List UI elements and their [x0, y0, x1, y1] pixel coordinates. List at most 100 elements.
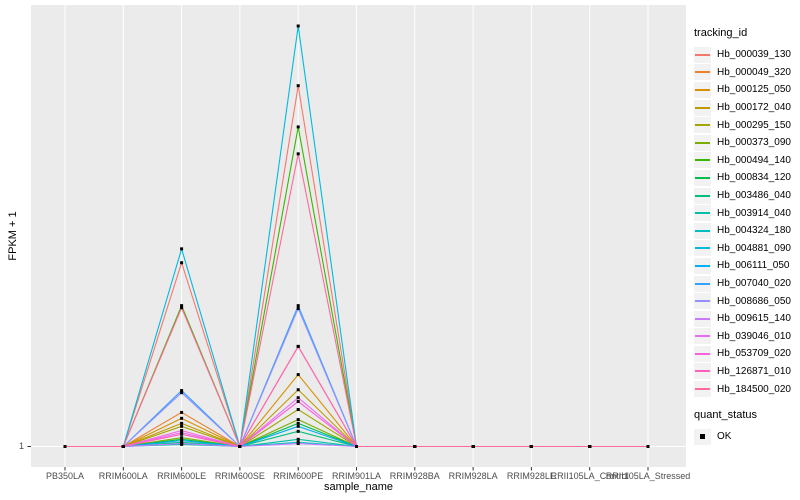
legend-key-box	[694, 205, 711, 222]
data-point	[180, 432, 184, 436]
data-point	[180, 442, 184, 446]
legend-key-box	[694, 152, 711, 169]
legend-key-box	[694, 64, 711, 81]
data-point	[180, 436, 184, 440]
data-point	[296, 388, 300, 392]
legend-line-swatch	[695, 71, 710, 74]
data-point	[296, 396, 300, 400]
legend-item-label: OK	[717, 431, 732, 443]
data-point	[296, 437, 300, 441]
data-point	[180, 410, 184, 414]
legend-line-swatch	[695, 194, 710, 197]
data-point	[180, 247, 184, 251]
legend-title-quant-status: quant_status	[694, 408, 757, 421]
legend: tracking_id Hb_000039_130 Hb_000049_320 Hb…	[694, 27, 800, 445]
legend-key-box	[694, 222, 711, 239]
legend-item-Hb_053709_020: Hb_053709_020	[694, 345, 800, 363]
legend-title-tracking-id: tracking_id	[694, 27, 748, 39]
legend-line-swatch	[695, 352, 710, 355]
legend-item-Hb_000834_120: Hb_000834_120	[694, 169, 800, 187]
legend-key-box	[694, 187, 711, 204]
legend-key-box	[694, 275, 711, 292]
legend-item-label: Hb_009615_140	[717, 313, 791, 325]
legend-item-Hb_000049_320: Hb_000049_320	[694, 64, 800, 82]
legend-item-label: Hb_000039_130	[717, 49, 791, 61]
data-point	[180, 416, 184, 420]
legend-line-swatch	[695, 88, 710, 91]
legend-item-label: Hb_003486_040	[717, 190, 791, 202]
data-point	[63, 445, 67, 448]
x-tick-label-RRIM928LE: RRIM928LE	[506, 471, 556, 481]
x-tick-label-RRII105LA_Stressed: RRII105LA_Stressed	[605, 471, 691, 481]
data-point	[180, 391, 184, 395]
data-point	[296, 424, 300, 428]
quant-status-legend: quant_status OK	[694, 409, 800, 446]
legend-line-swatch	[695, 264, 710, 267]
legend-key-box	[694, 310, 711, 327]
data-point	[296, 304, 300, 308]
data-point	[180, 306, 184, 310]
legend-item-label: Hb_053709_020	[717, 348, 791, 360]
data-point	[296, 373, 300, 377]
data-point	[296, 307, 300, 311]
data-point	[180, 439, 184, 443]
legend-key-box	[694, 257, 711, 274]
legend-item-Hb_000039_130: Hb_000039_130	[694, 46, 800, 64]
x-tick-label-RRIM600SE: RRIM600SE	[214, 471, 265, 481]
legend-line-swatch	[695, 106, 710, 109]
data-point	[413, 445, 417, 448]
legend-key-box	[694, 134, 711, 151]
x-tick-label-RRIM928LA: RRIM928LA	[448, 471, 498, 481]
legend-key-box	[694, 240, 711, 257]
y-axis-title: FPKM + 1	[7, 211, 19, 261]
legend-item-Hb_000494_140: Hb_000494_140	[694, 152, 800, 170]
data-point	[121, 445, 125, 448]
data-point	[296, 418, 300, 422]
legend-line-swatch	[695, 176, 710, 179]
legend-key-box	[694, 46, 711, 63]
data-point	[180, 261, 184, 265]
legend-item-Hb_000125_050: Hb_000125_050	[694, 81, 800, 99]
legend-key-box	[694, 328, 711, 345]
legend-item-Hb_008686_050: Hb_008686_050	[694, 292, 800, 310]
data-point	[180, 429, 184, 433]
data-point	[296, 344, 300, 348]
legend-item-Hb_039046_010: Hb_039046_010	[694, 328, 800, 346]
legend-line-swatch	[695, 229, 710, 232]
legend-line-swatch	[695, 282, 710, 285]
legend-key-box	[694, 293, 711, 310]
legend-line-swatch	[695, 317, 710, 320]
legend-key-box	[694, 381, 711, 398]
legend-item-Hb_003914_040: Hb_003914_040	[694, 204, 800, 222]
x-tick-label-RRIM928BA: RRIM928BA	[389, 471, 440, 481]
data-point	[180, 389, 184, 393]
panel-background	[31, 5, 686, 467]
data-point	[296, 442, 300, 446]
data-point	[296, 24, 300, 28]
legend-item-Hb_009615_140: Hb_009615_140	[694, 310, 800, 328]
data-point	[180, 431, 184, 435]
legend-item-ok: OK	[694, 428, 800, 446]
legend-line-swatch	[695, 300, 710, 303]
legend-line-swatch	[695, 212, 710, 215]
legend-item-label: Hb_004324_180	[717, 225, 791, 237]
square-point-icon	[700, 434, 705, 440]
legend-line-swatch	[695, 335, 710, 338]
legend-key-box	[694, 81, 711, 98]
x-tick-label-PB350LA: PB350LA	[45, 471, 85, 481]
legend-item-label: Hb_006111_050	[717, 260, 790, 272]
legend-item-label: Hb_126871_010	[717, 365, 791, 377]
x-tick-label-RRIM600PE: RRIM600PE	[273, 471, 324, 481]
data-point	[471, 445, 475, 448]
x-tick-label-RRIM901LA: RRIM901LA	[331, 471, 382, 481]
legend-item-label: Hb_004881_090	[717, 242, 791, 254]
legend-item-label: Hb_039046_010	[717, 330, 791, 342]
data-point	[296, 421, 300, 425]
data-point	[238, 445, 242, 448]
legend-item-label: Hb_007040_020	[717, 278, 791, 290]
data-point	[296, 400, 300, 404]
legend-item-Hb_003486_040: Hb_003486_040	[694, 187, 800, 205]
legend-item-label: Hb_000049_320	[717, 66, 791, 78]
legend-item-Hb_006111_050: Hb_006111_050	[694, 257, 800, 275]
